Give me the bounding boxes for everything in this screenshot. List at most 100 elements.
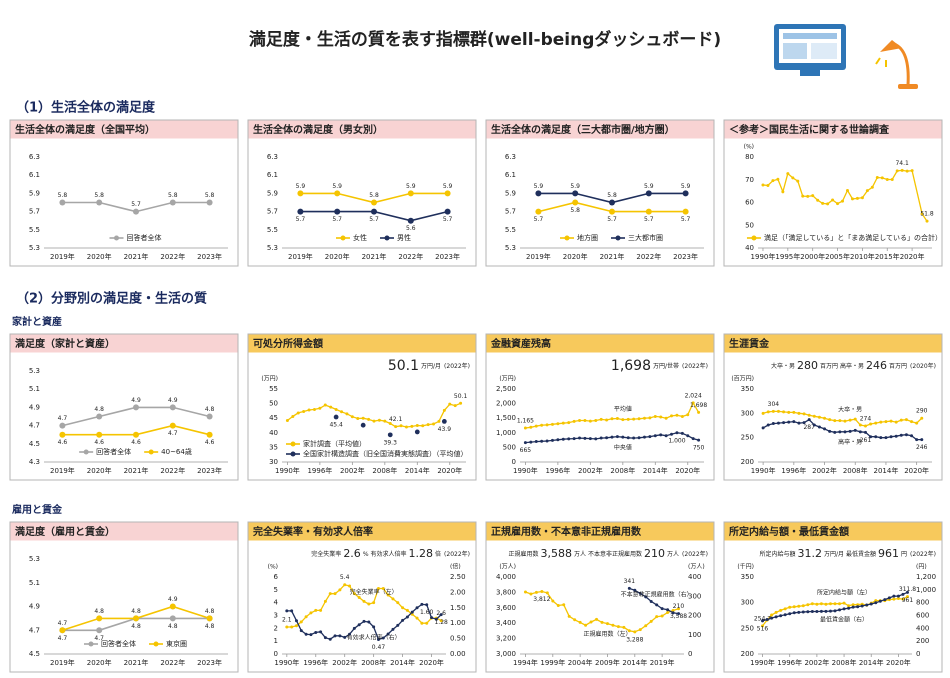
data-point xyxy=(343,583,347,587)
lamp-light xyxy=(875,57,881,65)
data-point xyxy=(376,587,380,591)
panel-header xyxy=(248,522,476,541)
headline-part: 完全失業率 xyxy=(311,550,341,558)
data-point xyxy=(169,603,176,610)
data-point xyxy=(545,591,549,595)
panel-title: 完全失業率・有効求人倍率 xyxy=(253,525,373,538)
data-label: 2.1 xyxy=(282,617,292,624)
data-label: 516 xyxy=(757,625,769,632)
x-tick-label: 2020年 xyxy=(87,466,112,475)
panel xyxy=(9,521,239,673)
x-tick-label: 1996年 xyxy=(781,466,806,475)
data-label: 4.8 xyxy=(168,623,178,630)
x-tick-label: 2022年 xyxy=(160,252,185,261)
data-point xyxy=(534,424,538,428)
data-point xyxy=(621,435,625,439)
panel-header xyxy=(724,522,942,541)
data-point xyxy=(605,622,609,626)
data-point xyxy=(357,623,361,627)
data-point xyxy=(448,402,452,406)
data-point xyxy=(855,196,859,200)
data-point xyxy=(879,436,883,440)
legend-label: 三大都市圏 xyxy=(628,233,663,242)
x-tick-label: 2020年 xyxy=(675,466,700,475)
y2-tick-label: 0 xyxy=(688,650,692,658)
legend-marker xyxy=(751,235,757,241)
data-point xyxy=(296,411,300,415)
data-point xyxy=(833,602,837,606)
data-label: 4.8 xyxy=(205,406,215,413)
data-point xyxy=(666,608,670,612)
data-point xyxy=(901,597,905,601)
data-label: 4.6 xyxy=(131,439,141,446)
y-tick-label: 5.9 xyxy=(29,189,40,197)
headline-part: 倍 xyxy=(435,550,441,558)
y-tick-label: 3,400 xyxy=(496,619,516,627)
data-point xyxy=(770,616,774,620)
x-tick-label: 2020年 xyxy=(900,252,925,261)
y-tick-label: 300 xyxy=(741,409,754,417)
data-point xyxy=(774,615,778,619)
data-point xyxy=(399,424,403,428)
y-tick-label: 6.1 xyxy=(267,171,278,179)
data-point xyxy=(595,617,599,621)
section-title: （2）分野別の満足度・生活の質 xyxy=(16,291,207,307)
data-point xyxy=(915,421,919,425)
data-point xyxy=(96,615,103,622)
data-point xyxy=(776,409,780,413)
data-point xyxy=(642,435,646,439)
data-point xyxy=(573,618,577,622)
data-point xyxy=(874,599,878,603)
headline: 正規雇用数 3,588 万人 不本意非正規雇用数 210 万人 (2022年) xyxy=(508,547,708,560)
data-point xyxy=(659,415,663,419)
data-label: 50.1 xyxy=(454,393,468,400)
y-tick-label: 30 xyxy=(269,458,278,466)
data-label: 5.7 xyxy=(131,201,141,208)
x-tick-label: 1996年 xyxy=(303,658,328,667)
y-tick-label: 350 xyxy=(741,385,754,393)
headline-part: 大卒・男 xyxy=(771,362,795,370)
data-point xyxy=(787,420,791,424)
data-point xyxy=(350,415,354,419)
x-tick-label: 2020年 xyxy=(87,658,112,667)
data-point xyxy=(807,413,811,417)
y2-tick-label: 0.00 xyxy=(450,650,466,658)
y2-axis-label: (円) xyxy=(916,564,927,571)
data-label: 1.60 xyxy=(420,609,434,616)
screen-block xyxy=(783,43,807,59)
data-label: 304 xyxy=(768,401,780,408)
x-tick-label: 2022年 xyxy=(398,252,423,261)
data-point xyxy=(312,407,316,411)
data-point xyxy=(616,625,620,629)
data-point xyxy=(381,587,385,591)
data-point xyxy=(828,418,832,422)
panel-header xyxy=(486,120,714,139)
data-point xyxy=(838,602,842,606)
panel-header xyxy=(486,334,714,353)
data-point xyxy=(377,418,381,422)
screen-bar xyxy=(783,33,837,39)
data-point xyxy=(572,419,576,423)
x-tick-label: 2002年 xyxy=(812,466,837,475)
legend-label: 女性 xyxy=(353,233,367,242)
data-point xyxy=(792,605,796,609)
data-point xyxy=(870,185,874,189)
panel-header xyxy=(248,334,476,353)
y-tick-label: 4,000 xyxy=(496,573,516,581)
lamp-base xyxy=(898,84,918,89)
y2-tick-label: 300 xyxy=(688,592,701,600)
lamp-shade xyxy=(880,40,902,52)
data-point xyxy=(285,609,289,613)
data-point xyxy=(410,424,414,428)
data-point xyxy=(334,190,341,197)
data-point xyxy=(444,190,451,197)
data-point xyxy=(304,632,308,636)
data-point xyxy=(329,405,333,409)
data-point xyxy=(523,441,527,445)
data-label: 5.8 xyxy=(168,192,178,199)
panel-title: ＜参考＞国民生活に関する世論調査 xyxy=(729,123,890,136)
y2-axis-label: (万人) xyxy=(688,564,705,571)
data-point xyxy=(783,607,787,611)
x-tick-label: 1996年 xyxy=(545,466,570,475)
data-point xyxy=(632,417,636,421)
